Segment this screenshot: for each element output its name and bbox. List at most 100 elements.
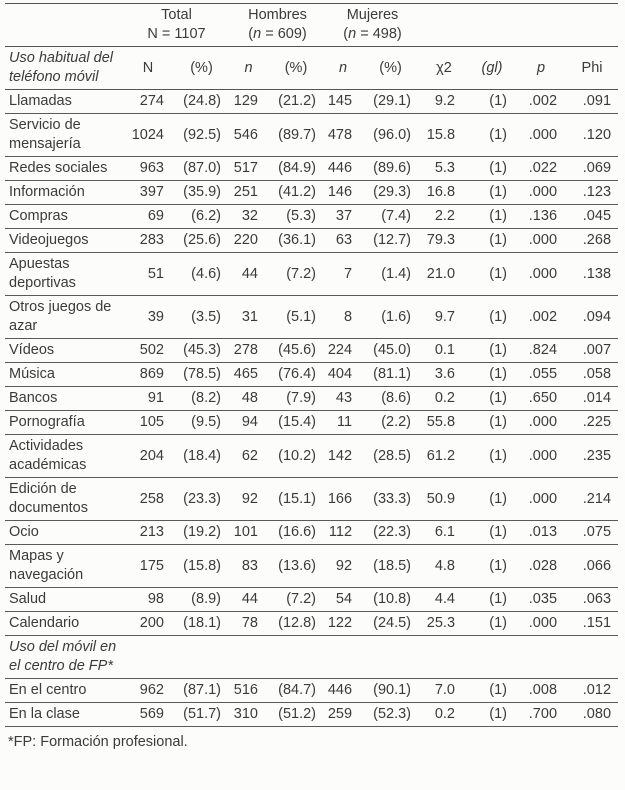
table-row: Servicio de mensajería 1024 (92.5) 546 (89.7… bbox=[5, 113, 619, 157]
col-header-mujeres-pct: (%) bbox=[361, 46, 421, 90]
row-label: Bancos bbox=[5, 386, 123, 411]
group-mujeres-sub: (n = 498) bbox=[343, 26, 402, 42]
cell-mujeres-n: 7 bbox=[325, 252, 362, 296]
cell-hombres-pct: (84.7) bbox=[267, 678, 326, 703]
cell-total-n: 98 bbox=[123, 587, 173, 612]
cell-hombres-pct: (76.4) bbox=[267, 362, 326, 387]
cell-total-n: 274 bbox=[123, 89, 173, 114]
cell-chi2: 0.2 bbox=[420, 702, 469, 727]
cell-mujeres-pct: (81.1) bbox=[361, 362, 421, 387]
cell-hombres-n: 465 bbox=[230, 362, 267, 387]
cell-p: .650 bbox=[516, 386, 567, 411]
cell-chi2: 16.8 bbox=[420, 180, 469, 205]
cell-hombres-n: 517 bbox=[230, 156, 267, 181]
cell-hombres-n: 62 bbox=[230, 434, 267, 478]
cell-chi2: 4.4 bbox=[420, 587, 469, 612]
cell-gl: (1) bbox=[468, 410, 517, 435]
cell-total-n: 1024 bbox=[123, 113, 173, 157]
cell-p: .000 bbox=[516, 477, 567, 521]
table-row: Actividades académicas 204 (18.4) 62 (10.2) 1… bbox=[5, 434, 619, 478]
cell-p: .000 bbox=[516, 252, 567, 296]
row-label: Mapas y navegación bbox=[5, 544, 123, 588]
cell-mujeres-n: 112 bbox=[325, 520, 362, 545]
cell-chi2: 2.2 bbox=[420, 204, 469, 229]
cell-gl: (1) bbox=[468, 611, 517, 636]
cell-phi: .235 bbox=[566, 434, 619, 478]
cell-gl: (1) bbox=[468, 338, 517, 363]
cell-mujeres-pct: (28.5) bbox=[361, 434, 421, 478]
cell-total-n: 204 bbox=[123, 434, 173, 478]
cell-mujeres-n: 37 bbox=[325, 204, 362, 229]
cell-hombres-n: 92 bbox=[230, 477, 267, 521]
column-header-row: Uso habitual del teléfono móvil N (%) n … bbox=[5, 46, 619, 90]
cell-mujeres-pct: (33.3) bbox=[361, 477, 421, 521]
cell-mujeres-n: 54 bbox=[325, 587, 362, 612]
cell-chi2: 5.3 bbox=[420, 156, 469, 181]
cell-p: .136 bbox=[516, 204, 567, 229]
cell-phi: .094 bbox=[566, 295, 619, 339]
cell-mujeres-pct: (7.4) bbox=[361, 204, 421, 229]
cell-p: .000 bbox=[516, 611, 567, 636]
row-label: Ocio bbox=[5, 520, 123, 545]
cell-gl: (1) bbox=[468, 89, 517, 114]
cell-total-pct: (23.3) bbox=[173, 477, 230, 521]
cell-phi: .151 bbox=[566, 611, 619, 636]
cell-total-n: 283 bbox=[123, 228, 173, 253]
cell-gl: (1) bbox=[468, 386, 517, 411]
cell-mujeres-pct: (29.1) bbox=[361, 89, 421, 114]
section-label-text: Uso del móvil en el centro de FP* bbox=[9, 639, 117, 674]
cell-phi: .268 bbox=[566, 228, 619, 253]
cell-chi2: 15.8 bbox=[420, 113, 469, 157]
row-label: Calendario bbox=[5, 611, 123, 636]
cell-mujeres-n: 478 bbox=[325, 113, 362, 157]
cell-mujeres-pct: (22.3) bbox=[361, 520, 421, 545]
cell-hombres-n: 44 bbox=[230, 252, 267, 296]
cell-gl: (1) bbox=[468, 252, 517, 296]
cell-hombres-n: 78 bbox=[230, 611, 267, 636]
cell-chi2: 0.1 bbox=[420, 338, 469, 363]
row-label: Edición de documentos bbox=[5, 477, 123, 521]
cell-total-n: 963 bbox=[123, 156, 173, 181]
group-header-empty bbox=[420, 3, 619, 47]
row-label: Videojuegos bbox=[5, 228, 123, 253]
cell-total-pct: (24.8) bbox=[173, 89, 230, 114]
cell-gl: (1) bbox=[468, 434, 517, 478]
cell-hombres-pct: (7.9) bbox=[267, 386, 326, 411]
cell-chi2: 25.3 bbox=[420, 611, 469, 636]
cell-p: .002 bbox=[516, 295, 567, 339]
table-row: Pornografía 105 (9.5) 94 (15.4) 11 (2.2) 55.8 (1… bbox=[5, 410, 619, 435]
row-label: Actividades académicas bbox=[5, 434, 123, 478]
cell-mujeres-pct: (45.0) bbox=[361, 338, 421, 363]
cell-hombres-n: 278 bbox=[230, 338, 267, 363]
cell-total-n: 91 bbox=[123, 386, 173, 411]
cell-mujeres-n: 259 bbox=[325, 702, 362, 727]
cell-total-n: 397 bbox=[123, 180, 173, 205]
cell-phi: .120 bbox=[566, 113, 619, 157]
cell-phi: .214 bbox=[566, 477, 619, 521]
cell-gl: (1) bbox=[468, 544, 517, 588]
row-label: Servicio de mensajería bbox=[5, 113, 123, 157]
table-row: Ocio 213 (19.2) 101 (16.6) 112 (22.3) 6.1 (1) .01… bbox=[5, 520, 619, 545]
cell-total-pct: (87.1) bbox=[173, 678, 230, 703]
cell-phi: .058 bbox=[566, 362, 619, 387]
cell-chi2: 79.3 bbox=[420, 228, 469, 253]
cell-hombres-n: 32 bbox=[230, 204, 267, 229]
cell-total-n: 502 bbox=[123, 338, 173, 363]
cell-mujeres-n: 146 bbox=[325, 180, 362, 205]
cell-total-pct: (18.4) bbox=[173, 434, 230, 478]
cell-total-pct: (3.5) bbox=[173, 295, 230, 339]
table-row: Redes sociales 963 (87.0) 517 (84.9) 446 (89.6… bbox=[5, 156, 619, 181]
table-row: Bancos 91 (8.2) 48 (7.9) 43 (8.6) 0.2 (1) .650.01… bbox=[5, 386, 619, 411]
cell-total-pct: (15.8) bbox=[173, 544, 230, 588]
cell-hombres-n: 251 bbox=[230, 180, 267, 205]
cell-hombres-pct: (84.9) bbox=[267, 156, 326, 181]
col-header-total-pct: (%) bbox=[173, 46, 230, 90]
cell-hombres-pct: (7.2) bbox=[267, 252, 326, 296]
cell-total-n: 869 bbox=[123, 362, 173, 387]
group-header-row: Total N = 1107 Hombres (n = 609) Mujeres… bbox=[5, 3, 619, 47]
table-row: Otros juegos de azar 39 (3.5) 31 (5.1) 8 (1.6)… bbox=[5, 295, 619, 339]
cell-phi: .045 bbox=[566, 204, 619, 229]
cell-hombres-pct: (89.7) bbox=[267, 113, 326, 157]
cell-total-pct: (4.6) bbox=[173, 252, 230, 296]
cell-mujeres-n: 63 bbox=[325, 228, 362, 253]
